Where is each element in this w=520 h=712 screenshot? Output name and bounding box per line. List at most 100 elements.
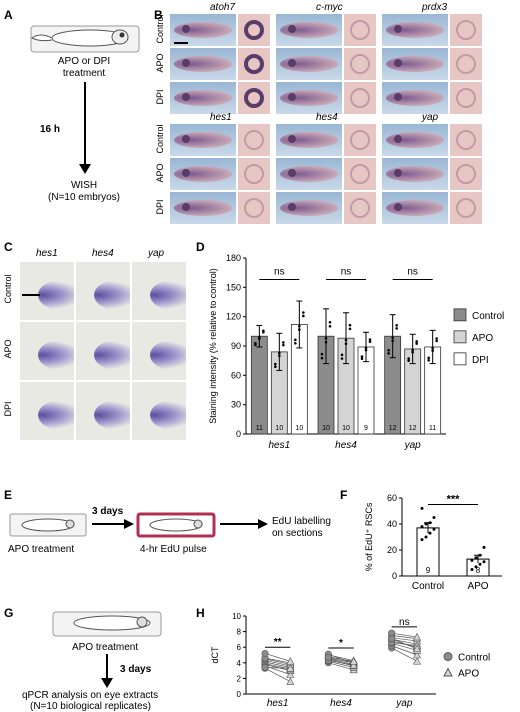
data-point xyxy=(432,516,436,519)
eye-closeup-hes1-control xyxy=(238,124,270,156)
pair-line xyxy=(391,638,418,650)
y-tick-label: 8 xyxy=(237,628,242,637)
eye-spot xyxy=(182,93,190,101)
y-tick-label: 6 xyxy=(237,643,242,652)
eye-spot xyxy=(288,203,296,211)
data-point xyxy=(294,338,297,342)
embryo-image-yap-apo xyxy=(382,158,448,190)
data-point xyxy=(302,311,305,314)
panel-e-time: 3 days xyxy=(92,506,124,517)
data-point xyxy=(415,342,418,345)
y-axis-label: Staining intensity (% relative to contro… xyxy=(208,268,218,424)
eye-closeup-c-myc-dpi xyxy=(344,82,376,114)
significance-label: *** xyxy=(447,494,461,506)
data-point xyxy=(340,357,344,360)
data-point xyxy=(431,346,434,350)
eye-closeup-atoh7-dpi xyxy=(238,82,270,114)
eye-spot xyxy=(182,203,190,211)
pair-line xyxy=(328,660,354,668)
eye-spot xyxy=(394,93,402,101)
pair-line xyxy=(391,642,418,646)
data-point xyxy=(395,323,398,327)
y-tick-label: 0 xyxy=(392,571,397,581)
data-point xyxy=(340,353,344,357)
panel-a-readout-line2: (N=10 embryos) xyxy=(48,192,120,203)
embryo-image-atoh7-dpi xyxy=(170,82,236,114)
panel-g-treatment: APO treatment xyxy=(72,642,139,653)
significance-label: * xyxy=(339,638,343,649)
eye-spot xyxy=(182,135,190,143)
data-point xyxy=(474,556,478,560)
pair-line xyxy=(264,661,291,668)
y-axis-label: % of EdU⁺ RSCs xyxy=(364,502,374,571)
data-point xyxy=(391,339,394,343)
panel-a-readout-line1: WISH xyxy=(70,180,98,191)
eye-ring xyxy=(350,54,370,74)
point-apo xyxy=(412,644,422,653)
x-tick-label-hes1: hes1 xyxy=(267,698,289,709)
eye-closeup-hes4-apo xyxy=(344,158,376,190)
scale-bar-c xyxy=(22,294,40,296)
eye-closeup-atoh7-apo xyxy=(238,48,270,80)
significance-label: ** xyxy=(274,637,282,648)
panel-a-time: 16 h xyxy=(40,124,61,135)
eye-ring xyxy=(456,130,476,150)
data-point xyxy=(407,357,410,360)
y-tick-label: 0 xyxy=(236,429,241,439)
eye-ring xyxy=(456,20,476,40)
pair-line xyxy=(264,667,291,669)
panel-e-labelling-line1: EdU labelling xyxy=(272,516,331,527)
eye-closeup-prdx3-dpi xyxy=(450,82,482,114)
chart-h: 0 2 4 6 8 10 dCT hes1 ** hes4 * yap ns Control APO xyxy=(210,612,490,709)
chart-f: 0 20 40 60 % of EdU⁺ RSCs 9 Control 8 APO *** xyxy=(364,493,502,592)
data-point xyxy=(420,538,424,542)
embryo-image-atoh7-apo xyxy=(170,48,236,80)
n-label: 12 xyxy=(409,425,417,432)
point-control xyxy=(261,649,269,657)
x-tick-label-hes4: hes4 xyxy=(335,440,357,451)
panel-e-schematic xyxy=(9,512,268,538)
eye-spot xyxy=(182,25,190,33)
panel-label-e: E xyxy=(4,488,13,502)
eye-closeup-prdx3-apo xyxy=(450,48,482,80)
eye-closeup-yap-apo xyxy=(450,158,482,190)
embryo-image-prdx3-dpi xyxy=(382,82,448,114)
embryo-image-hes1-dpi xyxy=(170,192,236,224)
section-image-hes4-control xyxy=(76,262,130,320)
data-point xyxy=(278,351,281,355)
embryo-image-c-myc-dpi xyxy=(276,82,342,114)
down-arrow-icon xyxy=(79,82,91,174)
legend-label-control: Control xyxy=(472,311,504,322)
panel-b-gene-prdx3: prdx3 xyxy=(422,2,448,13)
eye-closeup-hes1-dpi xyxy=(238,192,270,224)
eye-ring xyxy=(456,54,476,74)
data-point xyxy=(427,356,430,360)
section-image-hes1-control xyxy=(20,262,74,320)
pair-line xyxy=(328,660,354,666)
data-point xyxy=(368,340,372,343)
data-point xyxy=(428,521,432,525)
point-apo xyxy=(412,632,422,641)
section-image-yap-dpi xyxy=(132,382,186,440)
data-point xyxy=(482,560,486,564)
data-point xyxy=(262,329,265,333)
section-image-hes1-apo xyxy=(20,322,74,380)
y-tick-label: 2 xyxy=(237,674,242,683)
data-point xyxy=(320,352,324,356)
data-point xyxy=(302,314,305,318)
bar-control-hes1 xyxy=(250,335,268,435)
y-tick-label: 60 xyxy=(231,370,241,380)
panel-c-gene-yap: yap xyxy=(148,248,165,259)
y-tick-label: 180 xyxy=(226,253,241,263)
data-point xyxy=(298,328,301,331)
data-point xyxy=(427,358,430,362)
point-apo xyxy=(286,664,295,672)
legend-swatch-apo xyxy=(453,330,467,344)
pair-line xyxy=(264,664,291,671)
legend-swatch-control xyxy=(443,652,453,662)
pair-line xyxy=(391,642,418,651)
stain-region xyxy=(94,340,130,370)
embryo-image-yap-dpi xyxy=(382,192,448,224)
stain-region xyxy=(94,400,130,430)
n-label: 12 xyxy=(389,425,397,432)
